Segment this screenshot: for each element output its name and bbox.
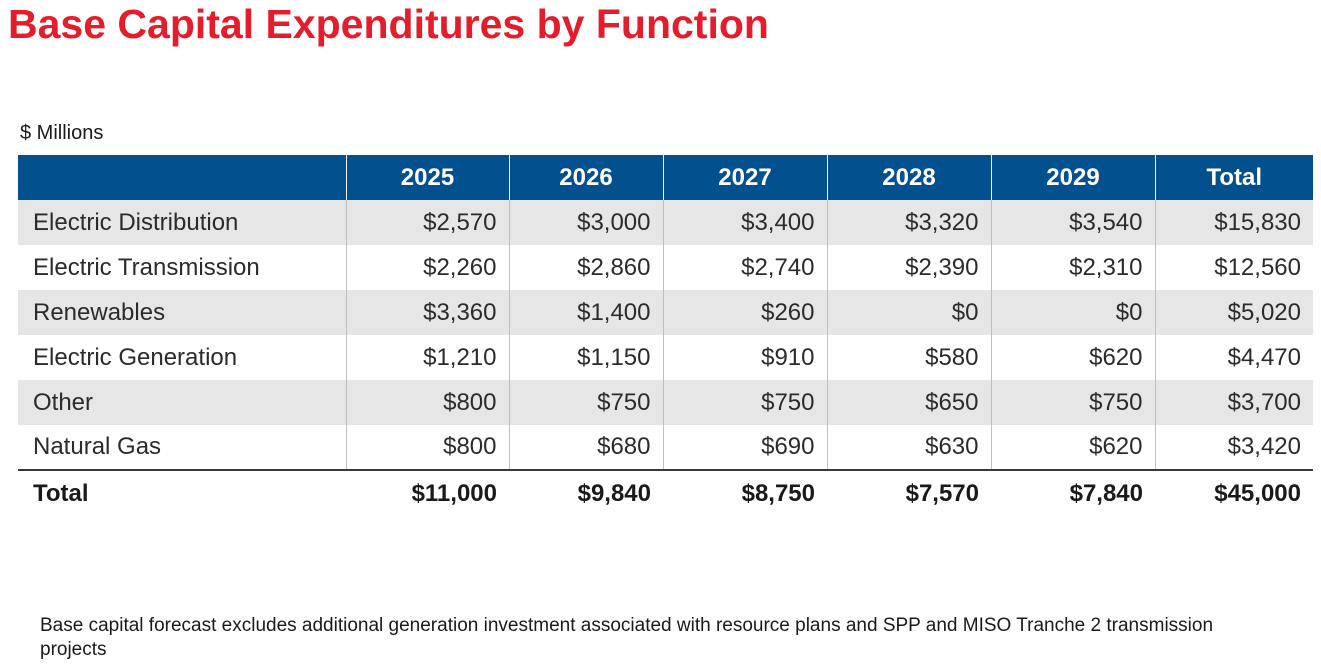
table-cell: $800 (345, 425, 509, 470)
table-cell: $2,740 (662, 245, 827, 290)
table-cell: $3,420 (1154, 425, 1313, 470)
total-cell: $9,840 (509, 469, 663, 516)
table-header: 2025 2026 2027 2028 2029 Total (18, 155, 1313, 200)
table-cell: $3,700 (1154, 380, 1313, 425)
table-row: Natural Gas $800 $680 $690 $630 $620 $3,… (18, 425, 1313, 470)
total-cell: $7,840 (991, 469, 1155, 516)
units-label: $ Millions (20, 122, 104, 144)
footnote: Base capital forecast excludes additiona… (40, 615, 1214, 660)
table-cell: $650 (826, 380, 991, 425)
total-cell: $11,000 (346, 469, 509, 516)
table-cell: $4,470 (1154, 335, 1313, 380)
header-cell-2029: 2029 (990, 155, 1155, 200)
total-row: Total $11,000 $9,840 $8,750 $7,570 $7,84… (18, 469, 1313, 516)
table-cell: $1,210 (345, 335, 509, 380)
total-cell: $8,750 (663, 469, 827, 516)
header-cell-label (18, 155, 346, 200)
table-cell: $15,830 (1154, 200, 1313, 245)
table-cell: $2,310 (990, 245, 1155, 290)
table-cell: $580 (826, 335, 991, 380)
table-cell: $2,570 (345, 200, 509, 245)
row-label: Electric Distribution (18, 200, 346, 245)
table-cell: $1,400 (508, 290, 663, 335)
table-row: Electric Generation $1,210 $1,150 $910 $… (18, 335, 1313, 380)
total-cell: $7,570 (827, 469, 991, 516)
table-cell: $0 (826, 290, 991, 335)
table-cell: $2,390 (826, 245, 991, 290)
table-body: Electric Distribution $2,570 $3,000 $3,4… (18, 200, 1313, 516)
table-cell: $750 (662, 380, 827, 425)
row-label: Renewables (18, 290, 346, 335)
header-cell-total: Total (1154, 155, 1313, 200)
table-cell: $1,150 (508, 335, 663, 380)
table-cell: $3,540 (990, 200, 1155, 245)
page-title: Base Capital Expenditures by Function (8, 1, 769, 47)
table-cell: $2,260 (345, 245, 509, 290)
table-cell: $0 (990, 290, 1155, 335)
table-cell: $12,560 (1154, 245, 1313, 290)
table-cell: $800 (345, 380, 509, 425)
table-cell: $3,360 (345, 290, 509, 335)
row-label: Electric Transmission (33, 253, 260, 281)
header-cell-2027: 2027 (662, 155, 827, 200)
table-cell: $620 (990, 335, 1155, 380)
row-label: Natural Gas (33, 433, 162, 460)
header-cell-2028: 2028 (826, 155, 991, 200)
table-row: Other $800 $750 $750 $650 $750 $3,700 (18, 380, 1313, 425)
table-cell: $2,860 (508, 245, 663, 290)
header-row: 2025 2026 2027 2028 2029 Total (18, 155, 1313, 200)
table-cell: $630 (826, 425, 991, 470)
table-cell: $260 (662, 290, 827, 335)
capex-table: 2025 2026 2027 2028 2029 Total Electric … (18, 155, 1313, 516)
header-cell-2025: 2025 (345, 155, 509, 200)
table-cell: $5,020 (1154, 290, 1313, 335)
table-row: Electric Transmission $2,260 $2,860 $2,7… (18, 245, 1313, 290)
table-cell: $620 (990, 425, 1155, 470)
row-label: Electric Generation (33, 343, 238, 371)
table-cell: $750 (990, 380, 1155, 425)
table-cell: $3,400 (662, 200, 827, 245)
row-label: Other (18, 380, 346, 425)
table-cell: $690 (662, 425, 827, 470)
table-cell: $910 (662, 335, 827, 380)
total-label: Total (18, 469, 346, 516)
total-cell: $45,000 (1155, 469, 1313, 516)
table-cell: $3,000 (508, 200, 663, 245)
header-cell-2026: 2026 (508, 155, 663, 200)
table-row: Renewables $3,360 $1,400 $260 $0 $0 $5,0… (18, 290, 1313, 335)
table-cell: $680 (508, 425, 663, 470)
table-cell: $750 (508, 380, 663, 425)
table-row: Electric Distribution $2,570 $3,000 $3,4… (18, 200, 1313, 245)
table-cell: $3,320 (826, 200, 991, 245)
